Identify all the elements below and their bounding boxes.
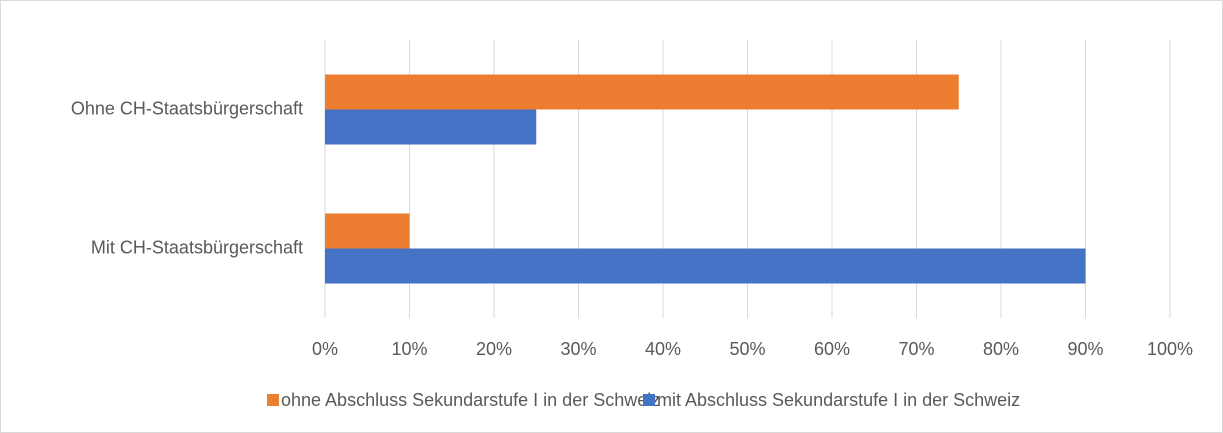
x-tick-label: 90% — [1067, 339, 1103, 359]
x-tick-label: 30% — [560, 339, 596, 359]
x-tick-label: 40% — [645, 339, 681, 359]
legend-label: ohne Abschluss Sekundarstufe I in der Sc… — [281, 390, 660, 410]
legend-swatch — [267, 394, 279, 406]
bar — [325, 74, 959, 110]
x-tick-label: 20% — [476, 339, 512, 359]
y-tick-label: Ohne CH-Staatsbürgerschaft — [71, 98, 303, 118]
x-tick-label: 100% — [1147, 339, 1193, 359]
bar — [325, 213, 410, 249]
x-tick-label: 10% — [391, 339, 427, 359]
x-tick-label: 60% — [814, 339, 850, 359]
x-tick-label: 80% — [983, 339, 1019, 359]
x-tick-label: 50% — [729, 339, 765, 359]
x-tick-label: 0% — [312, 339, 338, 359]
legend-swatch — [643, 394, 655, 406]
bar — [325, 109, 537, 145]
x-tick-label: 70% — [898, 339, 934, 359]
legend-label: mit Abschluss Sekundarstufe I in der Sch… — [657, 390, 1020, 410]
y-tick-label: Mit CH-Staatsbürgerschaft — [91, 237, 303, 257]
bar — [325, 248, 1086, 284]
